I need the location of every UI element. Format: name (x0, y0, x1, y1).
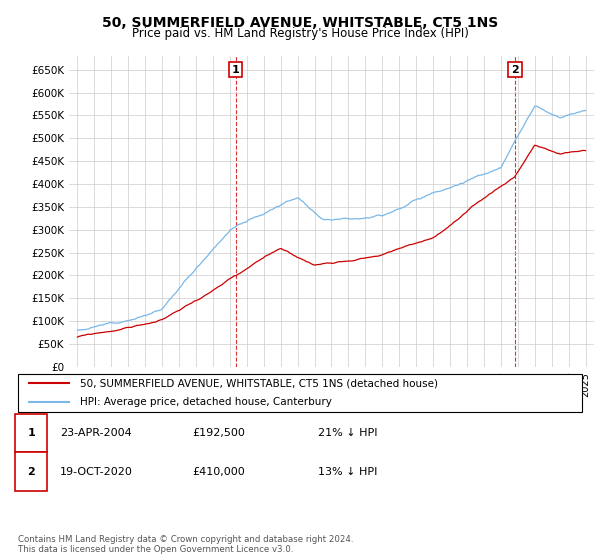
Text: £410,000: £410,000 (192, 466, 245, 477)
Text: 13% ↓ HPI: 13% ↓ HPI (318, 466, 377, 477)
Text: 50, SUMMERFIELD AVENUE, WHITSTABLE, CT5 1NS: 50, SUMMERFIELD AVENUE, WHITSTABLE, CT5 … (102, 16, 498, 30)
Text: £192,500: £192,500 (192, 428, 245, 438)
Text: 21% ↓ HPI: 21% ↓ HPI (318, 428, 377, 438)
FancyBboxPatch shape (18, 374, 582, 412)
Text: 19-OCT-2020: 19-OCT-2020 (60, 466, 133, 477)
Text: 2: 2 (511, 65, 519, 74)
Text: 23-APR-2004: 23-APR-2004 (60, 428, 132, 438)
Text: HPI: Average price, detached house, Canterbury: HPI: Average price, detached house, Cant… (80, 397, 332, 407)
Text: 1: 1 (28, 428, 35, 438)
Text: Contains HM Land Registry data © Crown copyright and database right 2024.
This d: Contains HM Land Registry data © Crown c… (18, 535, 353, 554)
Text: Price paid vs. HM Land Registry's House Price Index (HPI): Price paid vs. HM Land Registry's House … (131, 27, 469, 40)
Text: 50, SUMMERFIELD AVENUE, WHITSTABLE, CT5 1NS (detached house): 50, SUMMERFIELD AVENUE, WHITSTABLE, CT5 … (80, 378, 438, 388)
Text: 2: 2 (28, 466, 35, 477)
Text: 1: 1 (232, 65, 239, 74)
